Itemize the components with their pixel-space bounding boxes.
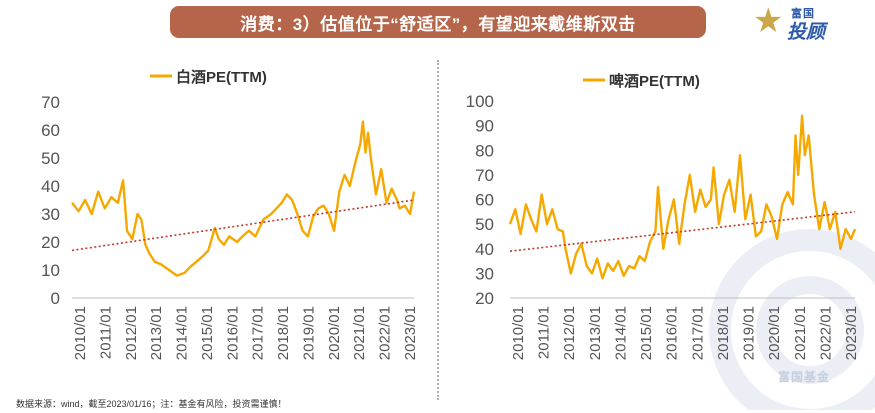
y-tick-label: 60	[475, 191, 494, 210]
x-tick-label: 2018/01	[715, 306, 732, 360]
page-title: 消费：3）估值位于“舒适区”，有望迎来戴维斯双击	[170, 6, 706, 38]
y-tick-label: 70	[41, 93, 60, 112]
y-tick-label: 70	[475, 166, 494, 185]
x-tick-label: 2020/01	[766, 306, 783, 360]
logo-line1: 富国	[791, 8, 815, 20]
star-icon: ★	[753, 2, 784, 40]
trend-line	[71, 199, 415, 252]
x-tick-label: 2010/01	[72, 306, 89, 360]
y-tick-label: 50	[475, 215, 494, 234]
x-tick-label: 2013/01	[148, 306, 165, 360]
x-tick-label: 2019/01	[741, 306, 758, 360]
x-tick-label: 2018/01	[275, 306, 292, 360]
x-tick-label: 2022/01	[377, 306, 394, 360]
trend-line	[509, 211, 856, 252]
y-tick-label: 10	[41, 261, 60, 280]
x-tick-label: 2015/01	[199, 306, 216, 360]
watermark-text: 富国基金	[778, 370, 831, 384]
y-tick-label: 20	[475, 289, 494, 308]
legend-label: 白酒PE(TTM)	[176, 68, 267, 86]
x-tick-label: 2015/01	[638, 306, 655, 360]
x-tick-label: 2013/01	[587, 306, 604, 360]
x-tick-label: 2021/01	[792, 306, 809, 360]
x-tick-label: 2017/01	[689, 306, 706, 360]
x-tick-label: 2017/01	[250, 306, 267, 360]
y-tick-label: 50	[41, 149, 60, 168]
beer-pe-chart: 啤酒PE(TTM) 20 30 40 50 60 70 80 90 100 2010/01 2011/…	[466, 72, 860, 360]
x-tick-label: 2016/01	[224, 306, 241, 360]
data-source-note: 数据来源：wind，截至2023/01/16；注：基金有风险，投资需谨慎！	[16, 399, 287, 409]
x-tick-label: 2016/01	[664, 306, 681, 360]
y-tick-label: 60	[41, 121, 60, 140]
legend-label: 啤酒PE(TTM)	[609, 72, 700, 90]
y-tick-label: 80	[475, 141, 494, 160]
x-tick-label: 2012/01	[561, 306, 578, 360]
y-tick-label: 100	[466, 92, 494, 111]
x-tick-label: 2022/01	[817, 306, 834, 360]
baijiu-pe-chart: 白酒PE(TTM) 0 10 20 30 40 50 60 70 2010/01 2011/01 20…	[41, 68, 419, 360]
x-tick-label: 2023/01	[843, 306, 860, 360]
y-tick-label: 20	[41, 233, 60, 252]
y-tick-label: 0	[51, 289, 60, 308]
x-tick-label: 2012/01	[123, 306, 140, 360]
y-tick-label: 30	[475, 264, 494, 283]
x-tick-label: 2019/01	[300, 306, 317, 360]
x-tick-label: 2010/01	[510, 306, 527, 360]
brand-logo: ★ 富国 投顾	[753, 3, 873, 43]
x-tick-label: 2014/01	[174, 306, 191, 360]
x-tick-label: 2020/01	[326, 306, 343, 360]
x-tick-label: 2011/01	[97, 306, 114, 359]
series-line	[508, 114, 857, 280]
series-line	[71, 120, 416, 277]
y-tick-label: 40	[475, 240, 494, 259]
y-tick-label: 40	[41, 177, 60, 196]
y-tick-label: 90	[475, 117, 494, 136]
x-tick-label: 2011/01	[536, 306, 553, 359]
x-tick-label: 2014/01	[612, 306, 629, 360]
x-tick-label: 2023/01	[402, 306, 419, 360]
chart-divider	[437, 60, 439, 400]
watermark-logo-icon	[709, 229, 875, 410]
logo-line2: 投顾	[787, 22, 826, 43]
y-tick-label: 30	[41, 205, 60, 224]
x-tick-label: 2021/01	[351, 306, 368, 360]
